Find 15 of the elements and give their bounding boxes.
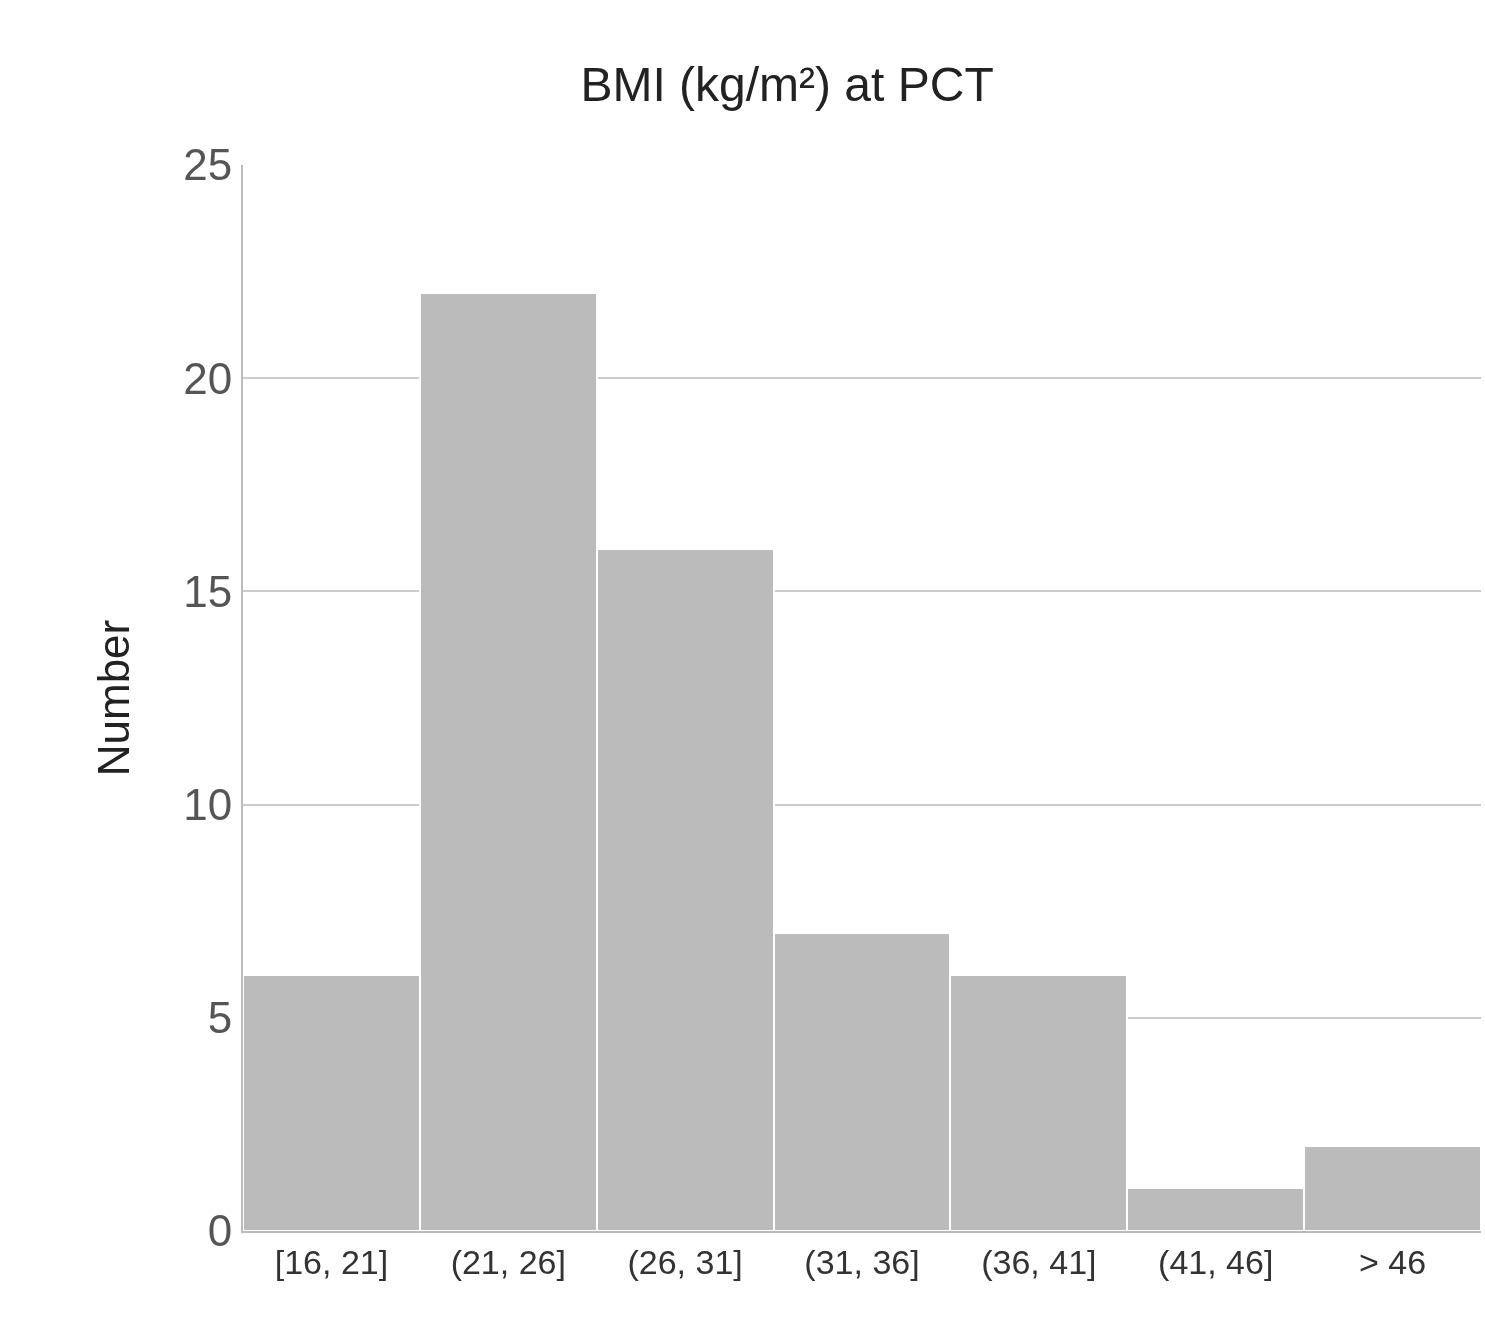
x-tick-label: (36, 41] bbox=[981, 1242, 1097, 1281]
x-tick-label: (26, 31] bbox=[627, 1242, 743, 1281]
y-tick-label: 5 bbox=[207, 993, 233, 1043]
chart-title: BMI (kg/m²) at PCT bbox=[580, 58, 994, 112]
y-tick-label: 10 bbox=[183, 780, 233, 829]
y-tick-label: 0 bbox=[207, 1206, 233, 1256]
x-tick-label: > 46 bbox=[1359, 1242, 1427, 1281]
y-tick-label: 20 bbox=[183, 353, 233, 403]
x-tick-label: (31, 36] bbox=[804, 1242, 920, 1281]
x-tick-label: [16, 21] bbox=[274, 1242, 389, 1281]
y-tick-label: 25 bbox=[183, 140, 233, 190]
x-tick-label: (21, 26] bbox=[450, 1242, 566, 1281]
y-tick-label: 15 bbox=[183, 566, 233, 616]
x-tick-label: (41, 46] bbox=[1158, 1242, 1274, 1281]
y-axis-title: Number bbox=[88, 619, 138, 777]
